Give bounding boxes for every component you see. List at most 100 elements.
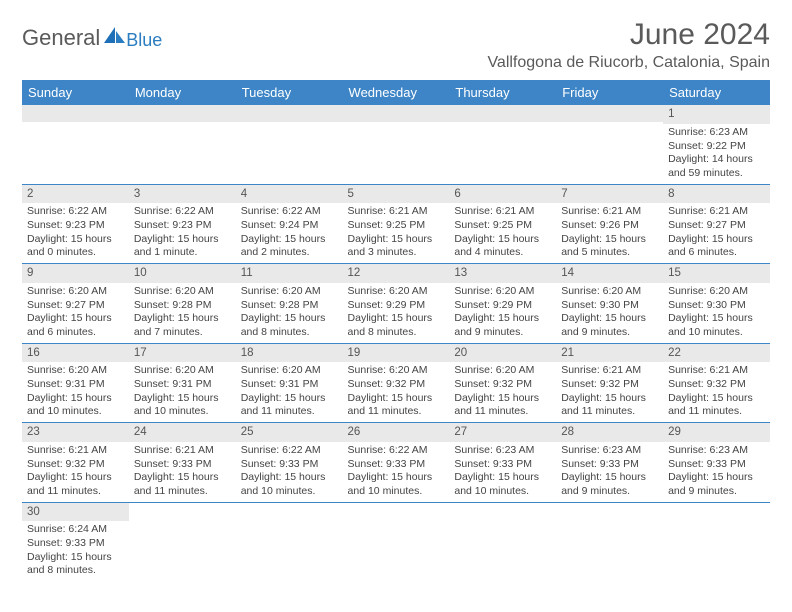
- daylight-text: Daylight: 15 hours and 1 minute.: [134, 233, 231, 260]
- calendar-week-row: 16Sunrise: 6:20 AMSunset: 9:31 PMDayligh…: [22, 343, 770, 423]
- sunset-text: Sunset: 9:33 PM: [348, 458, 445, 472]
- day-body: Sunrise: 6:23 AMSunset: 9:22 PMDaylight:…: [663, 124, 770, 184]
- weekday-header-row: Sunday Monday Tuesday Wednesday Thursday…: [22, 80, 770, 105]
- sunrise-text: Sunrise: 6:23 AM: [668, 126, 765, 140]
- daylight-text: Daylight: 15 hours and 6 minutes.: [668, 233, 765, 260]
- daylight-text: Daylight: 15 hours and 8 minutes.: [241, 312, 338, 339]
- day-body: Sunrise: 6:20 AMSunset: 9:27 PMDaylight:…: [22, 283, 129, 343]
- daylight-text: Daylight: 15 hours and 6 minutes.: [27, 312, 124, 339]
- sunrise-text: Sunrise: 6:20 AM: [27, 364, 124, 378]
- calendar-cell: 1Sunrise: 6:23 AMSunset: 9:22 PMDaylight…: [663, 105, 770, 184]
- sunset-text: Sunset: 9:23 PM: [134, 219, 231, 233]
- daylight-text: Daylight: 15 hours and 10 minutes.: [27, 392, 124, 419]
- calendar-cell: 30Sunrise: 6:24 AMSunset: 9:33 PMDayligh…: [22, 502, 129, 581]
- sunrise-text: Sunrise: 6:24 AM: [27, 523, 124, 537]
- calendar-week-row: 2Sunrise: 6:22 AMSunset: 9:23 PMDaylight…: [22, 184, 770, 264]
- location-subtitle: Vallfogona de Riucorb, Catalonia, Spain: [487, 54, 770, 72]
- calendar-cell: 3Sunrise: 6:22 AMSunset: 9:23 PMDaylight…: [129, 184, 236, 264]
- calendar-cell: 25Sunrise: 6:22 AMSunset: 9:33 PMDayligh…: [236, 423, 343, 503]
- day-number: 17: [129, 344, 236, 363]
- sunrise-text: Sunrise: 6:20 AM: [241, 285, 338, 299]
- calendar-cell: 11Sunrise: 6:20 AMSunset: 9:28 PMDayligh…: [236, 264, 343, 344]
- sunrise-text: Sunrise: 6:22 AM: [348, 444, 445, 458]
- sunset-text: Sunset: 9:23 PM: [27, 219, 124, 233]
- day-number: 19: [343, 344, 450, 363]
- day-number: 23: [22, 423, 129, 442]
- day-body: Sunrise: 6:23 AMSunset: 9:33 PMDaylight:…: [663, 442, 770, 502]
- sunset-text: Sunset: 9:27 PM: [668, 219, 765, 233]
- calendar-cell: [343, 502, 450, 581]
- sunrise-text: Sunrise: 6:21 AM: [134, 444, 231, 458]
- calendar-cell: [22, 105, 129, 184]
- daylight-text: Daylight: 15 hours and 11 minutes.: [454, 392, 551, 419]
- calendar-cell: 8Sunrise: 6:21 AMSunset: 9:27 PMDaylight…: [663, 184, 770, 264]
- logo-text-blue: Blue: [126, 30, 162, 51]
- calendar-cell: 27Sunrise: 6:23 AMSunset: 9:33 PMDayligh…: [449, 423, 556, 503]
- day-body: Sunrise: 6:20 AMSunset: 9:30 PMDaylight:…: [663, 283, 770, 343]
- weekday-header: Sunday: [22, 80, 129, 105]
- sunset-text: Sunset: 9:30 PM: [668, 299, 765, 313]
- day-body: Sunrise: 6:20 AMSunset: 9:32 PMDaylight:…: [343, 362, 450, 422]
- sunset-text: Sunset: 9:29 PM: [348, 299, 445, 313]
- day-number-blank: [22, 105, 129, 122]
- calendar-cell: 14Sunrise: 6:20 AMSunset: 9:30 PMDayligh…: [556, 264, 663, 344]
- day-number: 11: [236, 264, 343, 283]
- sunrise-text: Sunrise: 6:21 AM: [348, 205, 445, 219]
- sunrise-text: Sunrise: 6:21 AM: [561, 364, 658, 378]
- day-number: 25: [236, 423, 343, 442]
- daylight-text: Daylight: 15 hours and 10 minutes.: [668, 312, 765, 339]
- day-body: Sunrise: 6:22 AMSunset: 9:24 PMDaylight:…: [236, 203, 343, 263]
- daylight-text: Daylight: 15 hours and 2 minutes.: [241, 233, 338, 260]
- calendar-cell: 16Sunrise: 6:20 AMSunset: 9:31 PMDayligh…: [22, 343, 129, 423]
- calendar-cell: [449, 502, 556, 581]
- sunrise-text: Sunrise: 6:20 AM: [561, 285, 658, 299]
- calendar-cell: 18Sunrise: 6:20 AMSunset: 9:31 PMDayligh…: [236, 343, 343, 423]
- day-body: Sunrise: 6:22 AMSunset: 9:33 PMDaylight:…: [236, 442, 343, 502]
- day-number: 13: [449, 264, 556, 283]
- sunset-text: Sunset: 9:30 PM: [561, 299, 658, 313]
- weekday-header: Tuesday: [236, 80, 343, 105]
- sunrise-text: Sunrise: 6:22 AM: [241, 205, 338, 219]
- day-number: 30: [22, 503, 129, 522]
- daylight-text: Daylight: 15 hours and 11 minutes.: [27, 471, 124, 498]
- day-number: 5: [343, 185, 450, 204]
- day-body: Sunrise: 6:21 AMSunset: 9:25 PMDaylight:…: [449, 203, 556, 263]
- sunrise-text: Sunrise: 6:20 AM: [348, 285, 445, 299]
- daylight-text: Daylight: 15 hours and 9 minutes.: [561, 471, 658, 498]
- calendar-cell: [556, 105, 663, 184]
- sunset-text: Sunset: 9:31 PM: [27, 378, 124, 392]
- calendar-cell: 26Sunrise: 6:22 AMSunset: 9:33 PMDayligh…: [343, 423, 450, 503]
- daylight-text: Daylight: 15 hours and 8 minutes.: [348, 312, 445, 339]
- calendar-cell: 13Sunrise: 6:20 AMSunset: 9:29 PMDayligh…: [449, 264, 556, 344]
- day-number: 29: [663, 423, 770, 442]
- day-number: 15: [663, 264, 770, 283]
- sunset-text: Sunset: 9:31 PM: [241, 378, 338, 392]
- calendar-cell: 28Sunrise: 6:23 AMSunset: 9:33 PMDayligh…: [556, 423, 663, 503]
- sunrise-text: Sunrise: 6:20 AM: [134, 285, 231, 299]
- day-number-blank: [449, 105, 556, 122]
- calendar-cell: 7Sunrise: 6:21 AMSunset: 9:26 PMDaylight…: [556, 184, 663, 264]
- sunset-text: Sunset: 9:32 PM: [348, 378, 445, 392]
- day-body: Sunrise: 6:21 AMSunset: 9:32 PMDaylight:…: [556, 362, 663, 422]
- weekday-header: Wednesday: [343, 80, 450, 105]
- day-number: 8: [663, 185, 770, 204]
- daylight-text: Daylight: 15 hours and 11 minutes.: [348, 392, 445, 419]
- sunrise-text: Sunrise: 6:21 AM: [561, 205, 658, 219]
- calendar-cell: 29Sunrise: 6:23 AMSunset: 9:33 PMDayligh…: [663, 423, 770, 503]
- sunrise-text: Sunrise: 6:23 AM: [454, 444, 551, 458]
- daylight-text: Daylight: 15 hours and 8 minutes.: [27, 551, 124, 578]
- daylight-text: Daylight: 15 hours and 11 minutes.: [134, 471, 231, 498]
- calendar-cell: 15Sunrise: 6:20 AMSunset: 9:30 PMDayligh…: [663, 264, 770, 344]
- day-body: Sunrise: 6:24 AMSunset: 9:33 PMDaylight:…: [22, 521, 129, 581]
- day-body: Sunrise: 6:21 AMSunset: 9:32 PMDaylight:…: [663, 362, 770, 422]
- calendar-table: Sunday Monday Tuesday Wednesday Thursday…: [22, 80, 770, 581]
- day-number-blank: [129, 105, 236, 122]
- day-number: 12: [343, 264, 450, 283]
- calendar-cell: 2Sunrise: 6:22 AMSunset: 9:23 PMDaylight…: [22, 184, 129, 264]
- sunrise-text: Sunrise: 6:23 AM: [561, 444, 658, 458]
- day-body: Sunrise: 6:20 AMSunset: 9:29 PMDaylight:…: [343, 283, 450, 343]
- day-number-blank: [343, 105, 450, 122]
- sunrise-text: Sunrise: 6:20 AM: [454, 285, 551, 299]
- calendar-cell: [556, 502, 663, 581]
- calendar-week-row: 23Sunrise: 6:21 AMSunset: 9:32 PMDayligh…: [22, 423, 770, 503]
